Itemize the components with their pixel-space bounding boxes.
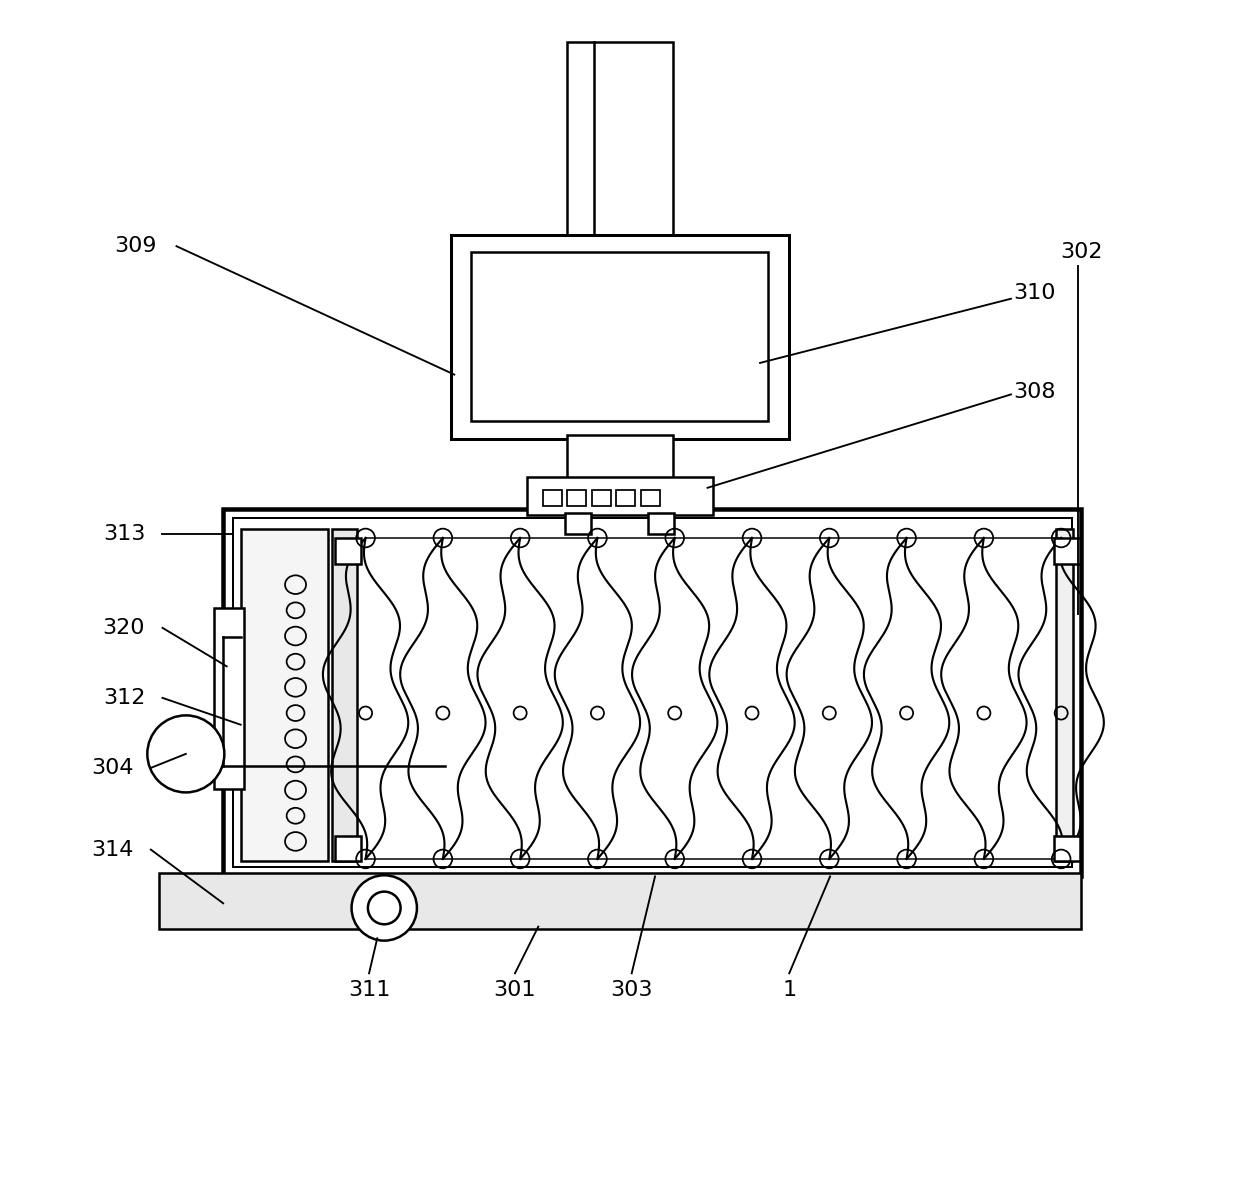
Text: 304: 304 <box>91 758 134 778</box>
Circle shape <box>368 892 401 925</box>
Bar <box>332 529 357 861</box>
Circle shape <box>352 875 417 940</box>
Text: 1: 1 <box>782 980 796 999</box>
Bar <box>527 477 713 515</box>
Bar <box>565 514 590 535</box>
Bar <box>241 529 329 861</box>
Text: 302: 302 <box>1060 242 1102 262</box>
Bar <box>213 608 244 789</box>
Text: 320: 320 <box>103 618 145 638</box>
Bar <box>649 514 673 535</box>
Bar <box>233 518 1071 867</box>
Text: 310: 310 <box>1013 283 1055 302</box>
Circle shape <box>148 716 224 792</box>
Bar <box>1054 836 1080 861</box>
Bar <box>1056 529 1073 861</box>
Text: 308: 308 <box>1013 383 1055 402</box>
Text: 301: 301 <box>494 980 536 999</box>
Text: 311: 311 <box>348 980 391 999</box>
Bar <box>568 436 672 479</box>
Text: 309: 309 <box>114 236 157 256</box>
Text: 303: 303 <box>610 980 653 999</box>
Bar <box>223 509 1081 876</box>
Text: 312: 312 <box>103 687 145 707</box>
Bar <box>568 43 672 246</box>
Bar <box>1054 539 1080 563</box>
Bar <box>159 873 1081 929</box>
Text: 314: 314 <box>91 840 134 860</box>
Bar <box>616 490 635 507</box>
Bar <box>335 539 361 563</box>
Bar <box>543 490 562 507</box>
Bar <box>335 836 361 861</box>
Bar <box>641 490 660 507</box>
Bar <box>591 490 610 507</box>
Bar <box>451 235 789 439</box>
Text: 313: 313 <box>103 524 145 544</box>
Bar <box>568 490 587 507</box>
Bar <box>471 252 769 422</box>
